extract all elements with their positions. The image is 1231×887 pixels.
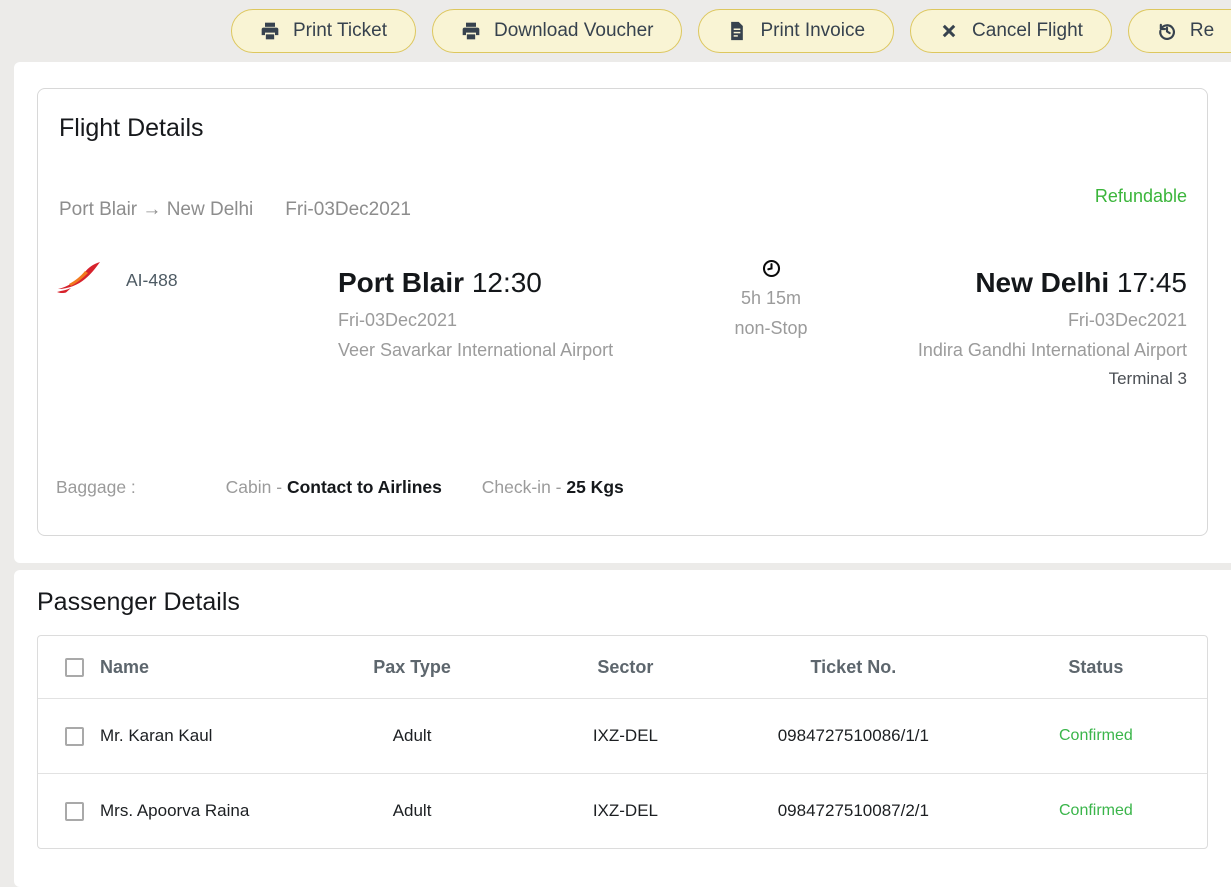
passenger-name: Mr. Karan Kaul [100,726,213,745]
print-invoice-button[interactable]: Print Invoice [698,9,895,53]
passenger-table: Name Pax Type Sector Ticket No. Status M… [37,635,1208,849]
history-icon [1157,21,1177,41]
select-all-checkbox[interactable] [65,657,84,677]
printer-icon [461,21,481,41]
arrival-city-time: New Delhi 17:45 [857,265,1187,301]
sector: IXZ-DEL [592,801,658,820]
arrival-airport: Indira Gandhi International Airport [917,340,1187,360]
row-checkbox[interactable] [65,801,84,821]
file-invoice-icon [727,21,747,41]
arrival-terminal: Terminal 3 [1108,369,1187,388]
table-row: Mrs. Apoorva Raina Adult IXZ-DEL 0984727… [38,773,1207,848]
passenger-name: Mrs. Apoorva Raina [100,801,250,820]
duration-stops: non-Stop [734,318,808,338]
arrival-segment: New Delhi 17:45 Fri-03Dec2021 Indira Gan… [857,265,1187,393]
passenger-details-panel: Passenger Details Name Pax Type Sector T… [14,570,1231,887]
arrival-date: Fri-03Dec2021 [1067,310,1187,330]
download-voucher-button[interactable]: Download Voucher [431,9,683,53]
flight-details-card: Flight Details Port Blair → New Delhi Fri… [37,88,1208,536]
ticket-no: 0984727510086/1/1 [777,726,929,745]
reschedule-button[interactable]: Re [1127,9,1231,53]
passenger-name-cell: Mr. Karan Kaul [38,726,295,746]
printer-icon [260,21,280,41]
flight-details-panel: Flight Details Port Blair → New Delhi Fri… [14,62,1231,563]
duration-block: 5h 15m non-Stop [706,259,836,343]
flight-number: AI-488 [126,270,178,290]
checkin-baggage-label: Check-in - [481,477,567,497]
status-badge: Confirmed [1059,802,1133,819]
duration-time: 5h 15m [740,288,802,308]
column-header-name: Name [100,656,150,677]
pax-type: Adult [392,726,432,745]
sector: IXZ-DEL [592,726,658,745]
departure-airport: Veer Savarkar International Airport [338,340,614,360]
route-date: Fri-03Dec2021 [285,199,411,220]
row-checkbox[interactable] [65,726,84,746]
arrival-time: 17:45 [1116,267,1187,298]
status-badge: Confirmed [1059,727,1133,744]
clock-icon [762,259,781,282]
baggage-label: Baggage : [56,477,136,497]
route-cities: Port Blair → New Delhi [59,199,254,220]
baggage-info: Baggage : Cabin - Contact to Airlines Ch… [56,477,624,498]
flight-details-title: Flight Details [59,114,204,142]
departure-segment: Port Blair 12:30 Fri-03Dec2021 Veer Sava… [338,265,618,365]
departure-city: Port Blair [338,267,465,298]
button-label: Print Invoice [760,20,866,41]
column-header-status: Status [1068,656,1124,677]
route-summary: Port Blair → New Delhi Fri-03Dec2021 [59,199,411,221]
departure-date: Fri-03Dec2021 [338,310,458,330]
close-icon [939,21,959,41]
column-header-sector: Sector [597,656,654,677]
airline-logo [56,261,104,300]
departure-time: 12:30 [471,267,542,298]
cabin-baggage-value: Contact to Airlines [286,477,442,497]
button-label: Download Voucher [493,20,654,41]
print-ticket-button[interactable]: Print Ticket [231,9,416,53]
header-name-cell: Name [38,657,295,678]
cancel-flight-button[interactable]: Cancel Flight [910,9,1112,53]
flight-identity: AI-488 [56,261,178,300]
ticket-no: 0984727510087/2/1 [777,801,929,820]
departure-city-time: Port Blair 12:30 [338,265,618,301]
column-header-pax-type: Pax Type [373,656,451,677]
column-header-ticket-no: Ticket No. [810,656,897,677]
arrival-city: New Delhi [975,267,1110,298]
pax-type: Adult [392,801,432,820]
table-header-row: Name Pax Type Sector Ticket No. Status [38,636,1207,698]
cabin-baggage-label: Cabin - [225,477,287,497]
passenger-name-cell: Mrs. Apoorva Raina [38,801,295,821]
checkin-baggage-value: 25 Kgs [566,477,624,497]
table-row: Mr. Karan Kaul Adult IXZ-DEL 09847275100… [38,698,1207,773]
button-label: Cancel Flight [972,20,1083,41]
action-toolbar: Print Ticket Download Voucher Print Invo… [231,9,1231,55]
passenger-details-title: Passenger Details [37,588,240,616]
refundable-badge: Refundable [1094,186,1187,206]
button-label: Print Ticket [293,20,387,41]
button-label: Re [1189,20,1215,41]
